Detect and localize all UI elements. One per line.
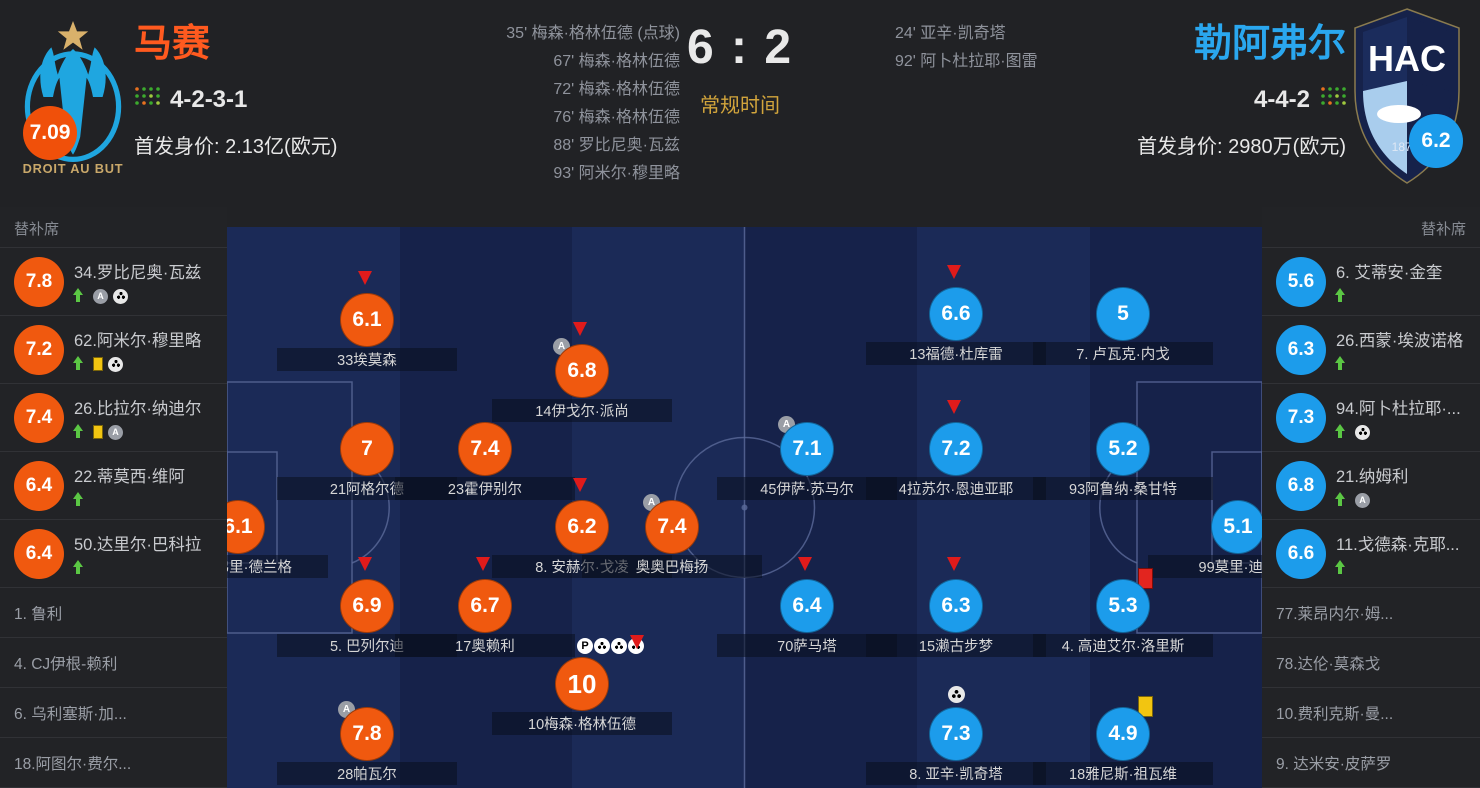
- svg-text:HAC: HAC: [1368, 38, 1446, 79]
- svg-text:DROIT AU BUT: DROIT AU BUT: [23, 161, 124, 176]
